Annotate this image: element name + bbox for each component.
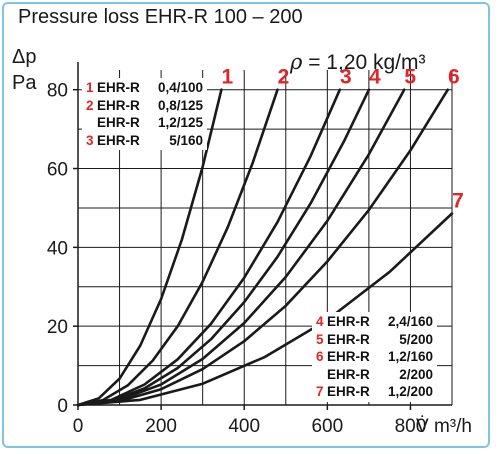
legend-number — [86, 114, 97, 132]
legend-top-row: EHR-R 1,2/125 — [86, 114, 203, 132]
legend-number: 2 — [86, 97, 94, 113]
legend-number: 5 — [316, 331, 324, 347]
legend-model: EHR-R — [97, 132, 140, 148]
legend-model: EHR-R — [327, 384, 370, 399]
x-tick-label: 400 — [228, 416, 260, 437]
x-tick-label: 0 — [73, 416, 84, 437]
y-tick-label: 80 — [47, 81, 68, 102]
curve-6 — [76, 88, 450, 407]
legend-model: EHR-R — [327, 349, 370, 364]
legend-size: 0,8/125 — [157, 97, 203, 113]
x-axis-label: V̇ m³/h — [416, 416, 472, 437]
legend-size: 5/200 — [399, 331, 433, 347]
legend-bottom-row: 4 EHR-R 2,4/160 — [316, 313, 433, 331]
legend-size: 1,2/160 — [387, 349, 433, 364]
legend-number: 7 — [316, 384, 324, 399]
legend-top-row: 3 EHR-R 5/160 — [86, 132, 203, 150]
legend-model: EHR-R — [327, 314, 370, 329]
curve-label-5: 5 — [404, 66, 416, 89]
curve-2 — [76, 88, 279, 407]
rho-symbol: ρ — [290, 50, 303, 74]
legend-bottom-row: 7 EHR-R 1,2/200 — [316, 383, 433, 401]
legend-bottom-row: 6 EHR-R 1,2/160 — [316, 348, 433, 366]
legend-bottom: 4 EHR-R 2,4/160 5 EHR-R 5/200 6 EHR-R 1,2/160 EHR… — [312, 312, 437, 402]
curve-3 — [76, 88, 342, 407]
legend-model: EHR-R — [327, 366, 370, 382]
curve-label-6: 6 — [448, 66, 460, 89]
curve-5 — [76, 88, 406, 407]
y-tick-label: 0 — [57, 396, 68, 417]
legend-number: 6 — [316, 349, 324, 364]
y-tick-label: 20 — [47, 317, 68, 338]
legend-bottom-row: EHR-R 2/200 — [316, 366, 433, 384]
y-tick-label: 40 — [47, 238, 68, 259]
density-value: = 1,20 kg/m³ — [308, 51, 426, 74]
legend-size: 1,2/125 — [157, 115, 203, 130]
curve-label-2: 2 — [278, 66, 290, 89]
legend-model: EHR-R — [97, 115, 140, 130]
legend-top-row: 1 EHR-R 0,4/100 — [86, 79, 203, 97]
legend-size: 5/160 — [169, 132, 203, 148]
density-label: ρ = 1,20 kg/m³ — [290, 50, 426, 75]
legend-top-row: 2 EHR-R 0,8/125 — [86, 97, 203, 115]
legend-top: 1 EHR-R 0,4/100 2 EHR-R 0,8/125 EHR-R 1,2/125 3 E… — [82, 78, 207, 150]
x-tick-label: 200 — [145, 416, 177, 437]
y-axis-unit: Pa — [12, 72, 37, 94]
legend-size: 0,4/100 — [157, 80, 203, 95]
legend-model: EHR-R — [97, 80, 140, 95]
legend-number: 4 — [316, 314, 324, 329]
legend-size: 2,4/160 — [387, 314, 433, 329]
legend-number — [316, 366, 327, 384]
curve-label-7: 7 — [452, 189, 464, 212]
legend-size: 1,2/200 — [387, 384, 433, 399]
curve-4 — [76, 88, 371, 407]
legend-model: EHR-R — [327, 331, 370, 347]
chart-title: Pressure loss EHR-R 100 – 200 — [18, 6, 303, 28]
curve-label-4: 4 — [369, 66, 381, 89]
curve-7 — [76, 212, 454, 407]
legend-model: EHR-R — [97, 97, 140, 113]
y-axis-symbol: Δp — [12, 46, 37, 68]
x-tick-label: 800 — [395, 416, 427, 437]
x-tick-label: 600 — [311, 416, 343, 437]
legend-bottom-row: 5 EHR-R 5/200 — [316, 331, 433, 349]
legend-number: 1 — [86, 80, 94, 95]
curve-label-3: 3 — [340, 66, 352, 89]
y-tick-label: 60 — [47, 160, 68, 181]
legend-size: 2/200 — [399, 366, 433, 382]
curve-label-1: 1 — [222, 66, 234, 89]
curve-1 — [76, 88, 223, 407]
legend-number: 3 — [86, 132, 94, 148]
